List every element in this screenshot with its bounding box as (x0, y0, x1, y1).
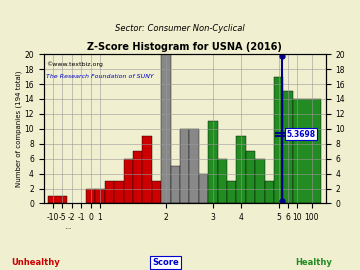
Bar (161, 54, 171, 204)
Text: #cc0000: #cc0000 (66, 228, 72, 229)
Bar (123, 159, 133, 204)
Bar (95, 188, 105, 204)
Bar (208, 121, 217, 204)
Bar (171, 166, 180, 204)
Bar (237, 136, 246, 204)
Text: The Research Foundation of SUNY: The Research Foundation of SUNY (46, 73, 154, 79)
Bar (180, 129, 189, 204)
Bar (199, 174, 208, 204)
Text: Sector: Consumer Non-Cyclical: Sector: Consumer Non-Cyclical (115, 24, 245, 33)
Title: Z-Score Histogram for USNA (2016): Z-Score Histogram for USNA (2016) (87, 42, 282, 52)
Bar (86, 188, 95, 204)
Y-axis label: Number of companies (194 total): Number of companies (194 total) (15, 70, 22, 187)
Bar (283, 92, 293, 204)
Bar (293, 99, 321, 204)
Bar (189, 129, 199, 204)
Bar (255, 159, 265, 204)
Text: Unhealthy: Unhealthy (12, 258, 60, 266)
Bar (105, 181, 114, 204)
Bar (48, 196, 67, 204)
Text: Score: Score (152, 258, 179, 266)
Bar (217, 159, 227, 204)
Bar (142, 136, 152, 204)
Bar (133, 151, 142, 204)
Text: Healthy: Healthy (295, 258, 332, 266)
Bar (114, 181, 123, 204)
Bar (227, 181, 237, 204)
Bar (274, 77, 283, 204)
Bar (246, 151, 255, 204)
Bar (265, 181, 274, 204)
Text: 5.3698: 5.3698 (287, 130, 316, 139)
Bar (152, 181, 161, 204)
Text: ©www.textbiz.org: ©www.textbiz.org (46, 62, 103, 67)
